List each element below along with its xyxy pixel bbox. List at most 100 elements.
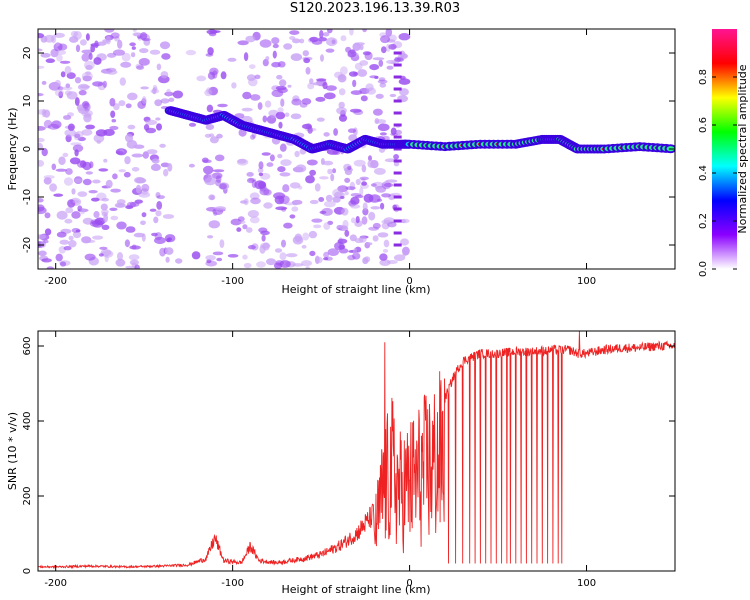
heatmap-cell — [204, 177, 217, 186]
heatmap-cell — [113, 49, 125, 56]
heatmap-cell — [294, 233, 303, 243]
heatmap-cell — [116, 221, 127, 230]
heatmap-cell — [72, 144, 84, 153]
heatmap-cell — [319, 176, 329, 180]
heatmap-cell — [292, 263, 304, 267]
heatmap-cell — [292, 202, 298, 206]
heatmap-cell — [79, 39, 87, 46]
heatmap-cell — [271, 89, 284, 98]
heatmap-cell — [377, 232, 389, 238]
heatmap-cell — [38, 126, 46, 131]
heatmap-cell — [60, 71, 66, 78]
heatmap-cell — [311, 218, 323, 223]
heatmap-cell — [305, 266, 311, 269]
heatmap-cell — [258, 181, 267, 189]
heatmap-cell — [77, 191, 88, 197]
spectrogram-x-tick-label: -100 — [221, 276, 244, 287]
heatmap-cell — [212, 251, 224, 256]
heatmap-cell — [44, 212, 51, 219]
heatmap-cell — [383, 239, 390, 248]
colorbar-bar — [712, 29, 737, 269]
heatmap-cell — [279, 143, 287, 152]
heatmap-cell — [379, 82, 387, 88]
heatmap-cell — [43, 175, 55, 179]
heatmap-cell — [97, 41, 107, 46]
heatmap-cell — [125, 226, 136, 233]
heatmap-cell — [362, 257, 369, 265]
heatmap-cell — [203, 165, 214, 175]
heatmap-cell — [333, 128, 338, 136]
heatmap-cell — [114, 202, 126, 208]
heatmap-cell — [160, 98, 170, 104]
heatmap-cell — [261, 152, 271, 156]
heatmap-cell — [145, 119, 158, 126]
heatmap-cell — [254, 74, 261, 80]
heatmap-cell — [247, 210, 259, 218]
heatmap-cell — [156, 63, 162, 71]
heatmap-cell — [316, 117, 325, 122]
heatmap-cell — [156, 195, 165, 200]
heatmap-cell — [283, 222, 293, 229]
heatmap-cell — [45, 58, 55, 63]
heatmap-cell — [263, 202, 273, 209]
heatmap-cell — [56, 231, 67, 238]
heatmap-cell — [138, 191, 151, 198]
heatmap-cell — [393, 75, 402, 79]
heatmap-cell — [216, 257, 223, 262]
spectrogram-y-tick-label: 10 — [22, 95, 33, 108]
heatmap-cell — [332, 196, 341, 203]
heatmap-cell — [309, 250, 316, 257]
heatmap-cell — [385, 179, 398, 183]
heatmap-cell — [361, 181, 367, 186]
heatmap-cell — [236, 227, 242, 232]
heatmap-cell — [135, 184, 142, 194]
heatmap-cell — [154, 236, 166, 245]
heatmap-cell — [352, 79, 357, 88]
heatmap-cell — [129, 42, 136, 47]
heatmap-cell — [68, 240, 77, 248]
heatmap-cell — [393, 219, 402, 223]
snr-y-axis-label: SNR (10 * v/v) — [6, 412, 19, 490]
spectrogram-y-tick-label: -10 — [22, 189, 33, 205]
heatmap-cell — [46, 266, 54, 269]
heatmap-cell — [41, 80, 47, 85]
heatmap-cell — [284, 112, 290, 117]
heatmap-cell — [272, 43, 279, 49]
heatmap-cell — [110, 215, 119, 221]
heatmap-cell — [393, 111, 402, 115]
heatmap-cell — [299, 38, 305, 44]
heatmap-cell — [362, 202, 368, 211]
colorbar-tick-label: 0.6 — [698, 117, 709, 133]
heatmap-cell — [365, 242, 373, 246]
heatmap-cell — [88, 190, 98, 194]
heatmap-cell — [59, 261, 67, 267]
heatmap-cell — [393, 147, 402, 151]
heatmap-cell — [302, 50, 309, 57]
heatmap-cell — [212, 169, 225, 173]
heatmap-cell — [357, 69, 368, 77]
snr-y-tick-label: 600 — [22, 336, 33, 355]
heatmap-cell — [162, 214, 175, 219]
heatmap-cell — [327, 220, 334, 225]
spectrogram-x-tick-label: -200 — [44, 276, 67, 287]
heatmap-cell — [379, 132, 387, 136]
heatmap-cell — [71, 211, 81, 219]
heatmap-cell — [227, 57, 237, 62]
heatmap-cell — [172, 90, 184, 99]
heatmap-cell — [251, 179, 257, 188]
heatmap-cell — [373, 108, 383, 116]
heatmap-cell — [271, 37, 280, 45]
heatmap-cell — [73, 31, 82, 40]
heatmap-cell — [55, 168, 67, 172]
heatmap-cell — [77, 208, 89, 213]
heatmap-cell — [204, 89, 213, 97]
heatmap-cell — [209, 133, 215, 138]
heatmap-cell — [101, 197, 109, 202]
heatmap-cell — [209, 136, 219, 144]
heatmap-cell — [165, 256, 170, 263]
heatmap-cell — [118, 100, 126, 107]
heatmap-cell — [149, 208, 157, 212]
heatmap-cell — [287, 84, 292, 88]
heatmap-cell — [151, 232, 158, 237]
heatmap-cell — [327, 29, 333, 34]
